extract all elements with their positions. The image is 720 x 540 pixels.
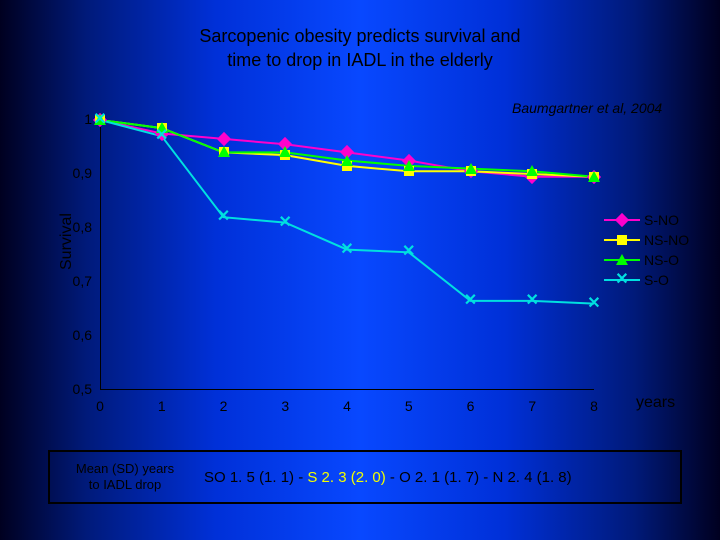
title-line-2: time to drop in IADL in the elderly <box>227 50 492 70</box>
data-point-marker <box>588 171 600 182</box>
y-tick-label: 0,8 <box>52 219 92 235</box>
legend-label: S-NO <box>644 212 679 228</box>
data-point-marker <box>526 165 538 176</box>
y-tick-label: 0,6 <box>52 327 92 343</box>
legend-label: S-O <box>644 272 669 288</box>
iadl-label-line-2: to IADL drop <box>89 477 162 492</box>
x-tick-label: 7 <box>517 398 547 414</box>
citation: Baumgartner et al, 2004 <box>512 100 662 116</box>
y-tick-label: 0,5 <box>52 381 92 397</box>
data-point-marker <box>616 254 628 265</box>
chart-legend: S-NO NS-NO NS-O ✕ S-O <box>604 210 689 290</box>
data-point-marker: ✕ <box>93 115 106 125</box>
data-point-marker <box>341 154 353 165</box>
data-point-marker: ✕ <box>402 247 415 257</box>
data-point-marker: ✕ <box>526 296 539 306</box>
iadl-summary-values: SO 1. 5 (1. 1) - S 2. 3 (2. 0) - O 2. 1 … <box>200 469 572 486</box>
data-point-marker: ✕ <box>279 218 292 228</box>
x-tick-label: 3 <box>270 398 300 414</box>
y-tick-label: 1 <box>52 111 92 127</box>
chart-plot-area: ✕✕✕✕✕✕✕✕✕ <box>100 120 594 390</box>
legend-label: NS-O <box>644 252 679 268</box>
data-point-marker <box>279 146 291 157</box>
x-tick-label: 6 <box>456 398 486 414</box>
slide-title: Sarcopenic obesity predicts survival and… <box>0 24 720 73</box>
data-point-marker: ✕ <box>217 212 230 222</box>
x-tick-label: 1 <box>147 398 177 414</box>
slide-root: Sarcopenic obesity predicts survival and… <box>0 0 720 540</box>
data-point-marker <box>617 235 627 245</box>
iadl-label-line-1: Mean (SD) years <box>76 461 174 476</box>
data-point-marker <box>403 160 415 171</box>
legend-item-NS-O: NS-O <box>604 250 689 270</box>
y-tick-label: 0,7 <box>52 273 92 289</box>
x-tick-label: 8 <box>579 398 609 414</box>
iadl-summary-label: Mean (SD) years to IADL drop <box>50 461 200 492</box>
data-point-marker: ✕ <box>615 275 628 285</box>
x-tick-label: 2 <box>209 398 239 414</box>
data-point-marker: ✕ <box>340 245 353 255</box>
data-point-marker <box>218 146 230 157</box>
title-line-1: Sarcopenic obesity predicts survival and <box>199 26 520 46</box>
iadl-summary-box: Mean (SD) years to IADL drop SO 1. 5 (1.… <box>48 450 682 504</box>
x-tick-label: 5 <box>394 398 424 414</box>
legend-label: NS-NO <box>644 232 689 248</box>
x-tick-label: 0 <box>85 398 115 414</box>
y-tick-label: 0,9 <box>52 165 92 181</box>
x-tick-label: 4 <box>332 398 362 414</box>
x-axis-label: years <box>636 394 675 412</box>
data-point-marker <box>615 213 629 227</box>
legend-item-NS-NO: NS-NO <box>604 230 689 250</box>
data-point-marker: ✕ <box>587 299 600 309</box>
data-point-marker <box>465 163 477 174</box>
data-point-marker: ✕ <box>155 131 168 141</box>
legend-item-S-NO: S-NO <box>604 210 689 230</box>
legend-item-S-O: ✕ S-O <box>604 270 689 290</box>
data-point-marker: ✕ <box>464 296 477 306</box>
